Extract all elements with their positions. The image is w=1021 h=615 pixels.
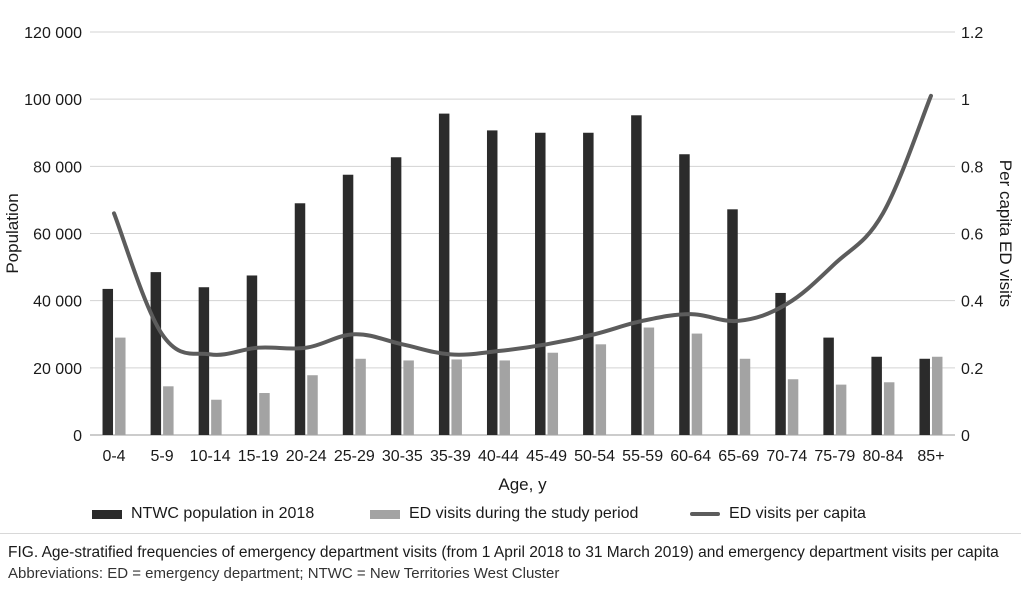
population-bar — [438, 113, 450, 436]
legend-item-population: NTWC population in 2018 — [92, 500, 314, 528]
ed-visits-bar — [259, 393, 270, 435]
y-tick-label: 120 000 — [24, 25, 82, 42]
population-bar — [679, 154, 690, 435]
ed-visits-bar — [355, 358, 366, 435]
population-bar — [486, 130, 498, 435]
population-bar — [823, 337, 834, 435]
population-bar — [871, 356, 882, 435]
legend-item-per-capita: ED visits per capita — [690, 500, 866, 528]
ed-visits-bar — [643, 327, 655, 435]
x-tick-label: 35-39 — [430, 448, 471, 465]
ed-visits-bar — [739, 358, 751, 435]
caption-divider — [0, 533, 1021, 534]
y-tick-label: 80 000 — [33, 159, 82, 176]
legend-swatch-population — [92, 509, 122, 519]
population-bar — [102, 288, 114, 435]
y-tick-label: 0 — [73, 428, 82, 445]
x-tick-label: 80-84 — [862, 448, 903, 465]
ed-visits-bar — [451, 359, 462, 435]
y-tick-label: 20 000 — [33, 361, 82, 378]
x-tick-label: 5-9 — [151, 448, 174, 465]
ed-visits-bar — [115, 337, 126, 435]
y2-tick-label: 0.8 — [961, 159, 983, 176]
y-tick-label: 100 000 — [24, 92, 82, 109]
ed-visits-bar — [307, 375, 318, 435]
ed-visits-bar — [883, 382, 895, 435]
x-tick-label: 60-64 — [670, 448, 711, 465]
y-tick-label: 40 000 — [33, 294, 82, 311]
x-tick-label: 75-79 — [814, 448, 855, 465]
ed-visits-bar — [595, 344, 607, 435]
x-tick-label: 55-59 — [622, 448, 663, 465]
population-bar — [246, 275, 258, 435]
ed-visits-bar — [211, 399, 222, 435]
y-tick-label: 60 000 — [33, 227, 82, 244]
ed-visits-bar — [691, 333, 703, 435]
chart: 0 020 000 0.240 000 0.460 000 0.680 000 0.810… — [3, 25, 1015, 494]
x-tick-label: 0-4 — [102, 448, 125, 465]
legend: NTWC population in 2018 ED visits during… — [0, 500, 1021, 528]
ed-visits-bar — [787, 379, 799, 435]
y2-axis-title: Per capita ED visits — [996, 160, 1015, 307]
y2-tick-label: 0.6 — [961, 227, 983, 244]
legend-item-ed-visits: ED visits during the study period — [370, 500, 638, 528]
x-tick-label: 10-14 — [190, 448, 231, 465]
figure: 0 0 20 000 0.2 40 000 0.4 60 000 0.6 80 000 0.8 10… — [3, 25, 1015, 494]
ed-visits-bar — [403, 360, 414, 435]
per-capita-line — [112, 93, 933, 357]
figure-caption: FIG. Age-stratified frequencies of emerg… — [8, 542, 1013, 584]
y2-tick-label: 0 — [961, 428, 970, 445]
ed-visits-bar — [547, 352, 559, 435]
x-tick-label: 65-69 — [718, 448, 759, 465]
x-tick-label: 25-29 — [334, 448, 375, 465]
caption-abbreviations: Abbreviations: ED = emergency department… — [8, 565, 560, 582]
population-bar — [583, 132, 594, 435]
y-axis-title: Population — [3, 193, 22, 273]
y2-tick-label: 0.4 — [961, 294, 983, 311]
x-tick-label: 30-35 — [382, 448, 423, 465]
ed-visits-bar — [499, 360, 510, 435]
x-tick-label: 20-24 — [286, 448, 327, 465]
population-bar — [535, 132, 546, 435]
ed-visits-bar — [835, 384, 847, 435]
x-tick-label: 45-49 — [526, 448, 567, 465]
population-bar — [390, 157, 402, 435]
x-tick-label: 50-54 — [574, 448, 615, 465]
legend-label-per-capita: ED visits per capita — [729, 505, 866, 522]
y2-tick-label: 1.2 — [961, 25, 983, 42]
population-bar — [150, 272, 162, 435]
legend-swatch-per-capita — [690, 512, 720, 516]
legend-label-population: NTWC population in 2018 — [131, 505, 315, 522]
population-bar — [342, 174, 354, 435]
ed-visits-bar — [163, 386, 174, 435]
x-tick-label: 40-44 — [478, 448, 519, 465]
y2-tick-label: 1 — [961, 92, 970, 109]
x-tick-label: 85+ — [917, 448, 944, 465]
population-bar — [775, 292, 786, 435]
caption-title: FIG. Age-stratified frequencies of emerg… — [8, 544, 999, 561]
ed-visits-bar — [931, 356, 943, 435]
population-bar — [294, 203, 306, 435]
x-tick-label: 70-74 — [766, 448, 807, 465]
population-bar — [631, 115, 642, 435]
x-tick-label: 15-19 — [238, 448, 279, 465]
population-bar — [919, 358, 930, 435]
legend-label-ed-visits: ED visits during the study period — [409, 505, 639, 522]
x-axis-title: Age, y — [498, 475, 547, 494]
y2-tick-label: 0.2 — [961, 361, 983, 378]
population-bar — [198, 287, 210, 435]
legend-swatch-ed-visits — [370, 509, 400, 519]
